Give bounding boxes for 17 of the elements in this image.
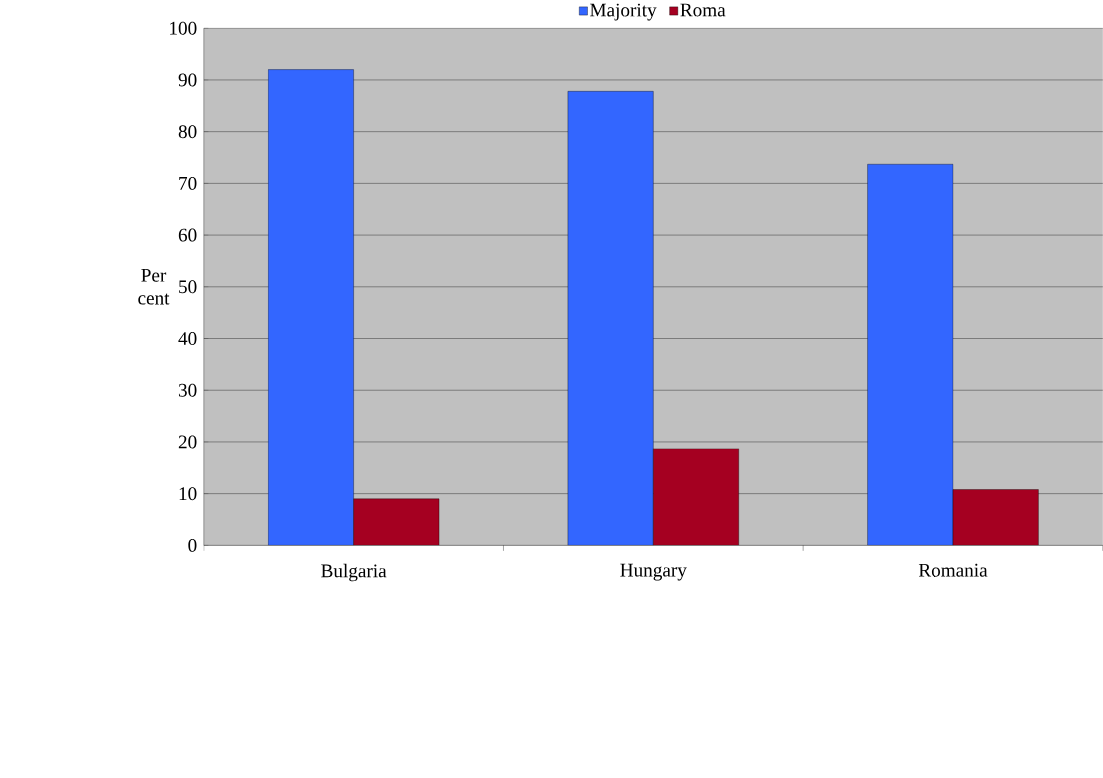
y-tick-label: 70 [179, 176, 197, 190]
y-tick-label: 20 [178, 435, 197, 449]
legend-label: Roma [680, 3, 726, 17]
y-tick-label: 0 [188, 538, 197, 552]
y-tick-label: 50 [179, 280, 197, 294]
y-tick-label: 10 [179, 487, 197, 501]
x-tick-label: Romania [918, 563, 988, 577]
x-tick-label: Bulgaria [321, 563, 387, 582]
y-tick-label: 100 [170, 21, 197, 35]
y-tick-label: 40 [178, 332, 197, 345]
y-axis-title: Per cent [138, 268, 170, 305]
y-tick-label: 80 [178, 125, 197, 139]
x-tick-label: Hungary [620, 563, 687, 581]
y-tick-label: 30 [178, 383, 197, 397]
legend-label: Majority [590, 3, 657, 21]
y-tick-label: 90 [178, 73, 197, 87]
y-tick-label: 60 [178, 228, 197, 242]
